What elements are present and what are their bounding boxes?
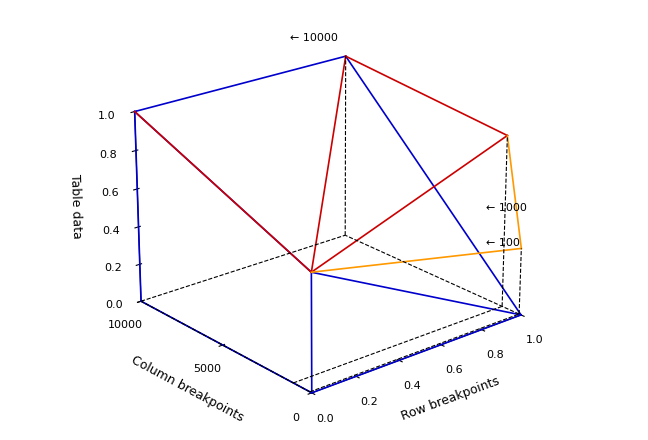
Text: ← 1000: ← 1000 — [486, 203, 527, 213]
Y-axis label: Column breakpoints: Column breakpoints — [129, 353, 246, 424]
X-axis label: Row breakpoints: Row breakpoints — [400, 375, 502, 423]
Text: ← 100: ← 100 — [486, 238, 520, 248]
Text: ← 10000: ← 10000 — [290, 33, 338, 43]
